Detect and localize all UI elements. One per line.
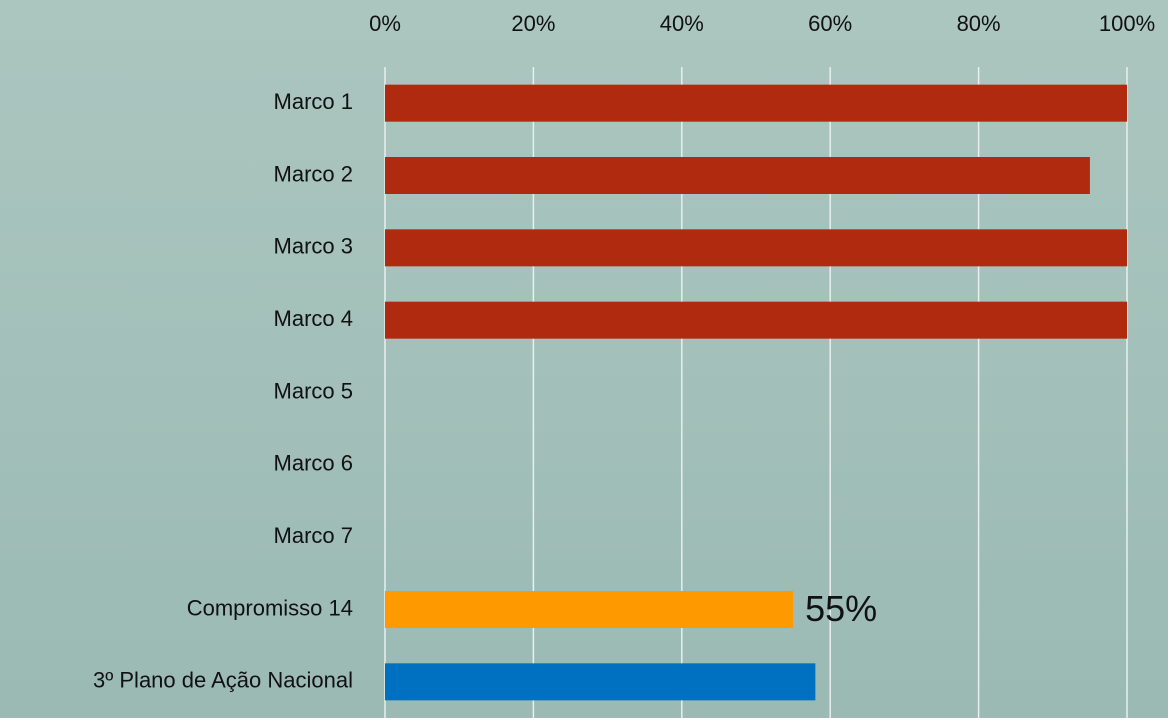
y-tick-label: Marco 2 [274,161,353,186]
bar [385,157,1090,194]
y-tick-label: Marco 6 [274,451,353,476]
y-tick-label: Marco 3 [274,234,353,259]
bar [385,663,816,701]
x-tick-label: 0% [369,11,401,36]
x-tick-label: 100% [1099,11,1155,36]
value-label: 55% [805,588,877,629]
y-tick-label: 3º Plano de Ação Nacional [93,668,353,693]
y-tick-label: Compromisso 14 [187,595,353,620]
x-tick-label: 40% [660,11,704,36]
y-tick-label: Marco 1 [274,89,353,114]
x-tick-label: 80% [957,11,1001,36]
y-tick-label: Marco 5 [274,378,353,403]
y-tick-label: Marco 7 [274,523,353,548]
x-tick-label: 20% [511,11,555,36]
bar [385,301,1127,339]
bar [385,84,1127,122]
bar [385,591,794,628]
x-tick-label: 60% [808,11,852,36]
bar [385,229,1127,267]
y-tick-label: Marco 4 [274,306,353,331]
